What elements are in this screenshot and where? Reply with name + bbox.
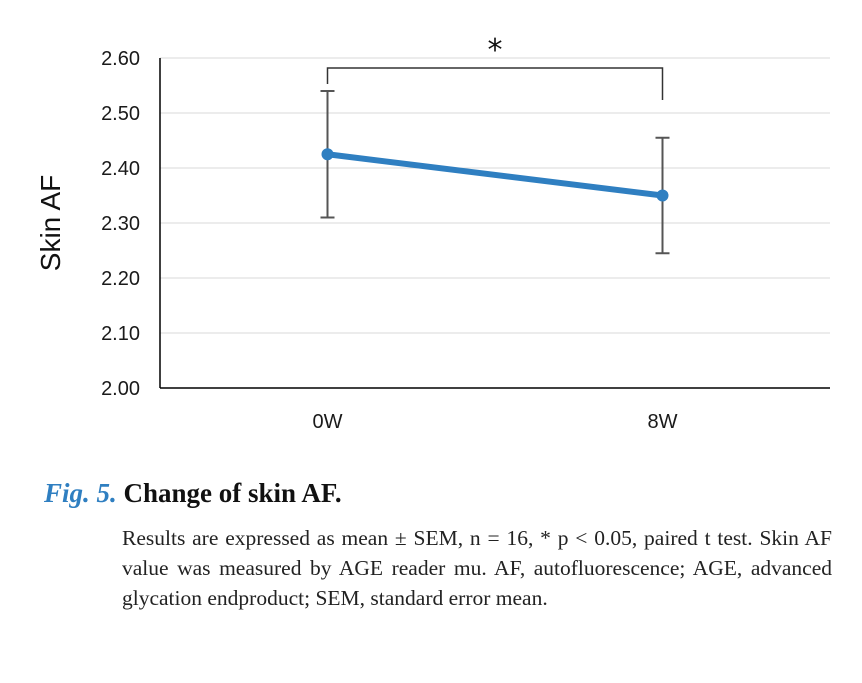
skin-af-chart: 2.00 2.10 2.20 2.30 2.40 2.50 2.60 0W 8W * Skin… [35, 33, 830, 433]
data-point [321, 148, 334, 161]
bracket-line [326, 67, 664, 100]
significance-bracket: * [326, 33, 664, 100]
series-line [321, 148, 669, 202]
figure-caption-text: Results are expressed as mean ± SEM, n =… [122, 526, 832, 610]
x-tick-label: 8W [648, 411, 678, 433]
figure-caption: Fig. 5. Change of skin AF. Results are e… [44, 478, 844, 613]
x-tick-label: 0W [313, 411, 343, 433]
axes [159, 58, 830, 389]
y-tick-label: 2.00 [101, 378, 140, 400]
y-tick-label: 2.30 [101, 213, 140, 235]
y-tick-label: 2.20 [101, 268, 140, 290]
y-tick-label: 2.60 [101, 48, 140, 70]
gridlines [160, 57, 830, 334]
y-tick-labels: 2.00 2.10 2.20 2.30 2.40 2.50 2.60 [101, 48, 140, 400]
x-tick-labels: 0W 8W [313, 411, 678, 433]
y-tick-label: 2.10 [101, 323, 140, 345]
series-line-path [324, 151, 666, 199]
figure-title: Change of skin AF. [123, 478, 342, 508]
y-axis-label: Skin AF [35, 175, 66, 271]
figure-title-line: Fig. 5. Change of skin AF. [44, 478, 844, 509]
y-tick-label: 2.40 [101, 158, 140, 180]
significance-marker: * [488, 33, 503, 68]
y-tick-label: 2.50 [101, 103, 140, 125]
data-point [656, 189, 669, 202]
figure-label: Fig. 5. [44, 478, 117, 508]
